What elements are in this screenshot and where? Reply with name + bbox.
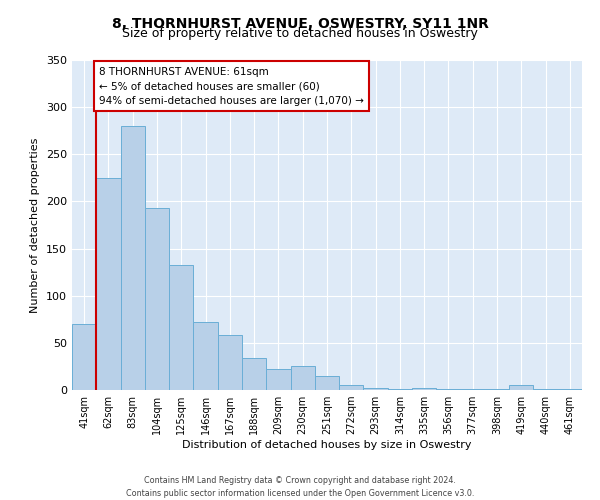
Bar: [339, 386, 364, 390]
Bar: [169, 264, 193, 390]
Bar: [315, 376, 339, 390]
Text: 8 THORNHURST AVENUE: 61sqm
← 5% of detached houses are smaller (60)
94% of semi-: 8 THORNHURST AVENUE: 61sqm ← 5% of detac…: [99, 66, 364, 106]
Bar: [121, 126, 145, 390]
Bar: [388, 389, 412, 390]
Text: Size of property relative to detached houses in Oswestry: Size of property relative to detached ho…: [122, 28, 478, 40]
Bar: [96, 178, 121, 390]
Bar: [193, 322, 218, 390]
Bar: [72, 324, 96, 390]
Bar: [436, 389, 461, 390]
Bar: [145, 208, 169, 390]
Bar: [461, 389, 485, 390]
Text: Contains HM Land Registry data © Crown copyright and database right 2024.
Contai: Contains HM Land Registry data © Crown c…: [126, 476, 474, 498]
Bar: [290, 366, 315, 390]
X-axis label: Distribution of detached houses by size in Oswestry: Distribution of detached houses by size …: [182, 440, 472, 450]
Text: 8, THORNHURST AVENUE, OSWESTRY, SY11 1NR: 8, THORNHURST AVENUE, OSWESTRY, SY11 1NR: [112, 18, 488, 32]
Bar: [558, 389, 582, 390]
Bar: [412, 388, 436, 390]
Bar: [218, 336, 242, 390]
Bar: [364, 388, 388, 390]
Bar: [485, 389, 509, 390]
Bar: [242, 358, 266, 390]
Bar: [509, 386, 533, 390]
Y-axis label: Number of detached properties: Number of detached properties: [31, 138, 40, 312]
Bar: [533, 389, 558, 390]
Bar: [266, 370, 290, 390]
